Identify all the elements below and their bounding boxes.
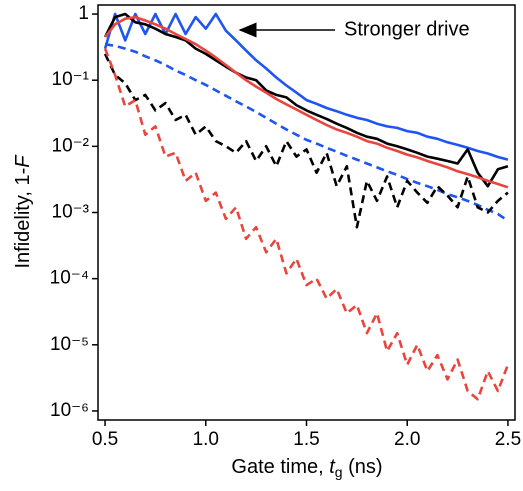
y-tick-label: 10⁻⁵ [50, 334, 89, 355]
x-axis-label: Gate time, tg (ns) [231, 456, 382, 479]
x-tick-label: 1.5 [293, 429, 319, 450]
x-tick-label: 0.5 [92, 429, 118, 450]
series-line [104, 42, 509, 222]
y-tick-label: 1 [78, 3, 89, 24]
series-line [103, 12, 509, 188]
series-line [104, 15, 509, 189]
y-tick-label: 10⁻¹ [52, 69, 90, 90]
x-tick-label: 2.5 [495, 429, 521, 450]
x-tick-label: 2.0 [394, 429, 420, 450]
axes-frame [97, 4, 516, 421]
series-line [103, 48, 510, 401]
annotation: Stronger drive [344, 18, 470, 40]
y-tick-label: 10⁻⁶ [50, 400, 89, 421]
plot-area [103, 12, 510, 401]
y-tick-label: 10⁻⁴ [50, 268, 89, 289]
series-line [103, 12, 509, 161]
x-tick-label: 1.0 [193, 429, 219, 450]
y-axis-label: Infidelity, 1-F [12, 154, 34, 269]
series-line [103, 53, 509, 229]
y-tick-label: 10⁻² [52, 135, 90, 156]
y-tick-label: 10⁻³ [52, 202, 90, 223]
